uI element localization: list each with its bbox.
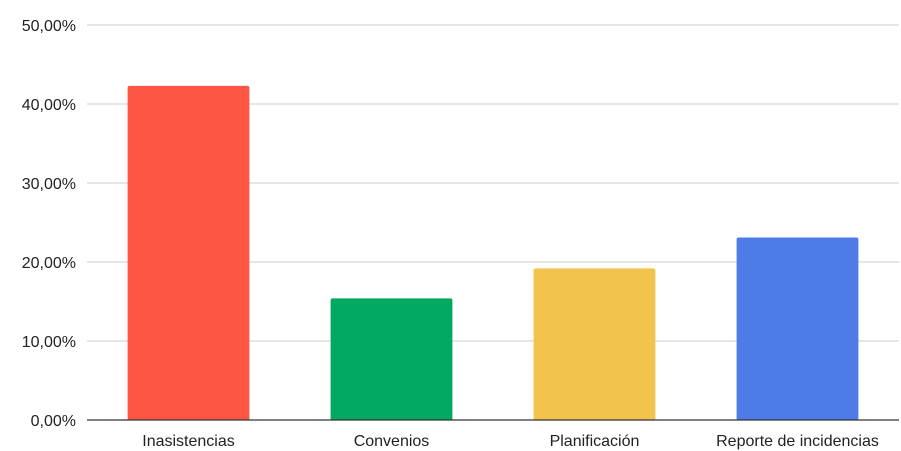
y-tick-label: 20,00%: [22, 255, 76, 272]
x-category-label: Planificación: [550, 433, 640, 450]
x-category-label: Inasistencias: [142, 433, 235, 450]
y-tick-label: 10,00%: [22, 334, 76, 351]
bar-inasistencias: [127, 85, 250, 420]
y-tick-label: 50,00%: [22, 18, 76, 35]
axes: 0,00% 10,00% 20,00% 30,00% 40,00% 50,00% Inasi…: [22, 18, 899, 450]
bars: [127, 85, 859, 420]
x-category-label: Reporte de incidencias: [716, 433, 879, 450]
bar-reporte-de-incidencias: [736, 237, 859, 420]
x-category-label: Convenios: [354, 433, 430, 450]
bar-convenios: [330, 298, 453, 420]
bar-planificaci-n: [533, 268, 656, 420]
y-tick-label: 30,00%: [22, 176, 76, 193]
y-tick-label: 0,00%: [31, 413, 76, 430]
y-tick-label: 40,00%: [22, 97, 76, 114]
